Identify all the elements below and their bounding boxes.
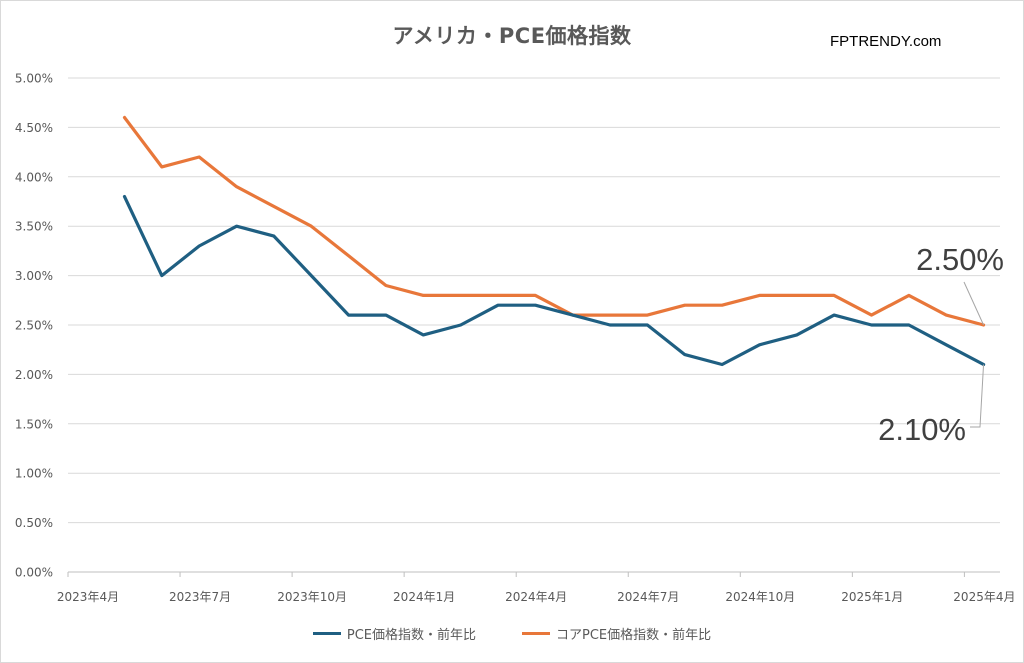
series-line-pce[interactable] bbox=[122, 195, 986, 367]
x-tick-label: 2024年4月 bbox=[505, 590, 567, 604]
annotation-leader-core bbox=[963, 281, 985, 326]
y-tick-label: 3.50% bbox=[15, 220, 53, 234]
legend-swatch-pce bbox=[312, 632, 341, 635]
annotation-leader-pce bbox=[970, 364, 985, 428]
x-tick-label: 2024年1月 bbox=[393, 590, 455, 604]
y-tick-label: 0.50% bbox=[15, 516, 53, 530]
legend-swatch-core-pce bbox=[522, 632, 550, 635]
x-tick-label: 2023年10月 bbox=[277, 590, 347, 604]
y-tick-label: 0.00% bbox=[15, 566, 53, 580]
y-tick-label: 1.50% bbox=[15, 417, 53, 431]
x-tick-label: 2023年4月 bbox=[57, 590, 119, 604]
series-line-core-pce[interactable] bbox=[122, 115, 986, 327]
y-tick-label: 3.00% bbox=[15, 269, 53, 283]
annotation-label-core: 2.50% bbox=[916, 242, 1004, 277]
x-tick-label: 2025年4月 bbox=[953, 590, 1015, 604]
chart-title: アメリカ・PCE価格指数 bbox=[392, 24, 632, 48]
y-tick-label: 1.00% bbox=[15, 467, 53, 481]
legend-label-core-pce: コアPCE価格指数・前年比 bbox=[556, 628, 712, 643]
y-tick-label: 2.50% bbox=[15, 319, 53, 333]
y-tick-label: 4.50% bbox=[15, 121, 53, 135]
brand-watermark: FPTRENDY.com bbox=[830, 33, 942, 50]
legend-item-pce[interactable]: PCE価格指数・前年比 bbox=[312, 624, 476, 643]
x-tick-label: 2024年10月 bbox=[725, 590, 795, 604]
y-tick-label: 5.00% bbox=[15, 72, 53, 86]
x-tick-label: 2023年7月 bbox=[169, 590, 231, 604]
legend-item-core-pce[interactable]: コアPCE価格指数・前年比 bbox=[522, 624, 711, 643]
annotation-label-pce: 2.10% bbox=[878, 412, 966, 447]
legend-label-pce: PCE価格指数・前年比 bbox=[346, 628, 476, 643]
x-tick-label: 2024年7月 bbox=[617, 590, 679, 604]
y-tick-label: 4.00% bbox=[15, 170, 53, 184]
x-tick-label: 2025年1月 bbox=[841, 590, 903, 604]
y-tick-label: 2.00% bbox=[15, 368, 53, 382]
legend: PCE価格指数・前年比 コアPCE価格指数・前年比 bbox=[0, 624, 1024, 643]
